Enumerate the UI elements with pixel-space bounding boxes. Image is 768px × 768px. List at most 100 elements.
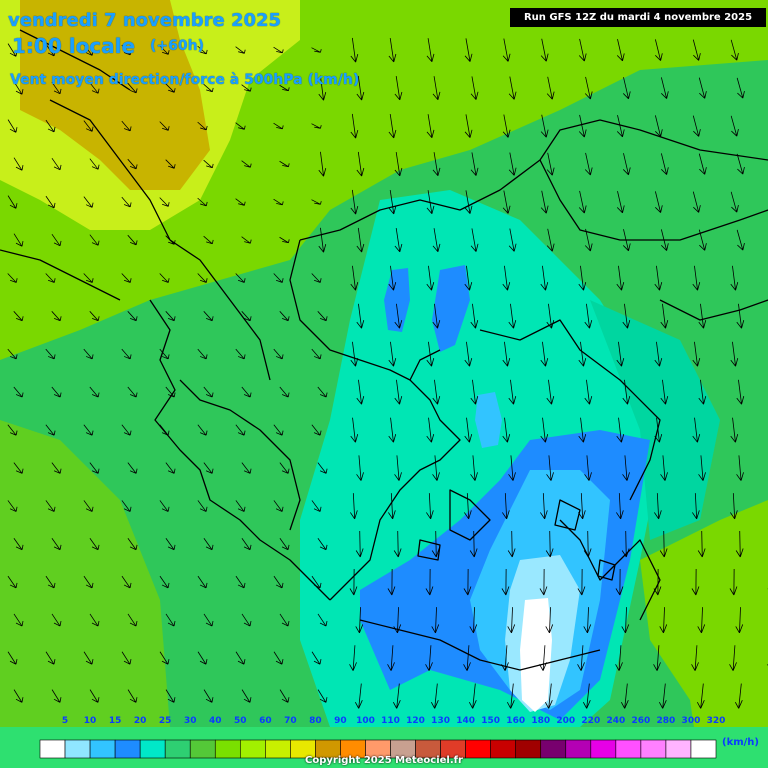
wind-arrow — [691, 569, 700, 596]
wind-arrow — [89, 234, 100, 246]
wind-arrow — [241, 160, 252, 168]
wind-arrow — [197, 500, 208, 512]
wind-arrow — [426, 190, 435, 215]
wind-arrow — [51, 613, 62, 627]
wind-arrow — [508, 228, 517, 252]
wind-arrow — [393, 607, 402, 634]
wind-arrow — [730, 493, 738, 520]
wind-arrow — [691, 645, 699, 671]
wind-arrow — [203, 538, 214, 551]
wind-arrow — [235, 348, 246, 360]
wind-arrow — [7, 348, 18, 360]
wind-arrow — [388, 113, 397, 139]
wind-arrow — [197, 348, 208, 360]
wind-arrow — [388, 417, 397, 443]
scale-tick-label: 90 — [334, 716, 347, 726]
wind-arrow — [502, 493, 510, 520]
wind-arrow — [470, 379, 479, 405]
wind-arrow — [616, 115, 625, 138]
wind-arrow — [350, 493, 358, 520]
wind-zone-light-green-south — [640, 500, 768, 768]
wind-arrow — [659, 607, 668, 634]
wind-arrow — [203, 83, 214, 93]
scale-tick-label: 130 — [431, 716, 450, 726]
wind-arrow — [83, 651, 94, 665]
wind-arrow — [620, 683, 629, 709]
wind-arrow — [127, 386, 138, 398]
wind-arrow — [698, 153, 707, 175]
wind-arrow — [159, 500, 170, 512]
wind-arrow — [45, 424, 56, 436]
wind-arrow — [578, 114, 587, 138]
wind-arrow — [470, 455, 478, 481]
wind-arrow — [394, 379, 403, 405]
wind-arrow — [235, 651, 246, 665]
wind-arrow — [578, 38, 587, 62]
wind-arrow — [545, 531, 554, 558]
wind-arrow — [736, 153, 745, 175]
wind-arrow — [127, 311, 138, 322]
wind-arrow — [735, 607, 744, 634]
wind-arrow — [7, 273, 18, 283]
wind-arrow — [127, 158, 138, 170]
wind-arrow — [584, 152, 593, 176]
wind-arrow — [13, 613, 24, 627]
wind-arrow — [13, 311, 24, 322]
wind-arrow — [350, 341, 359, 367]
wind-arrow — [127, 689, 138, 703]
wind-arrow — [349, 569, 358, 596]
wind-arrow — [350, 265, 359, 291]
wind-arrow — [432, 76, 441, 101]
wind-arrow — [577, 645, 585, 671]
wind-arrow — [698, 455, 706, 481]
scale-tick-label: 20 — [133, 716, 147, 726]
wind-arrow — [540, 493, 548, 520]
wind-arrow — [279, 160, 290, 168]
wind-arrow — [13, 81, 24, 95]
wind-arrow — [127, 82, 138, 94]
wind-arrow — [654, 341, 663, 367]
wind-arrow — [394, 76, 403, 101]
wind-arrow — [388, 37, 397, 63]
wind-arrow — [165, 689, 176, 703]
scale-tick-label: 30 — [183, 716, 197, 726]
wind-arrow — [540, 114, 549, 138]
wind-arrow — [660, 77, 669, 99]
wind-arrow — [698, 379, 707, 405]
wind-arrow — [578, 265, 587, 291]
wind-arrow — [45, 575, 56, 589]
wind-arrow — [622, 455, 630, 481]
wind-arrow — [692, 265, 701, 291]
wind-arrow — [698, 229, 707, 251]
wind-arrow — [539, 569, 548, 596]
wind-arrow — [659, 531, 668, 558]
forecast-lead-time: (+60h) — [150, 38, 204, 54]
wind-arrow — [387, 569, 396, 596]
wind-arrow — [622, 303, 631, 329]
wind-arrow — [508, 152, 517, 176]
wind-arrow — [89, 311, 100, 322]
wind-arrow — [546, 228, 555, 252]
wind-arrow — [431, 531, 440, 558]
wind-arrow — [356, 151, 365, 177]
wind-arrow — [165, 386, 176, 398]
wind-arrow — [273, 424, 284, 436]
wind-arrow — [654, 493, 662, 520]
wind-arrow — [432, 379, 441, 405]
wind-arrow — [235, 198, 246, 206]
wind-arrow — [546, 455, 554, 481]
wind-arrow — [730, 417, 739, 443]
wind-arrow — [279, 386, 290, 398]
wind-arrow — [311, 348, 322, 360]
wind-arrow — [658, 683, 667, 709]
wind-arrow — [83, 348, 94, 360]
wind-arrow — [197, 273, 208, 283]
wind-arrow — [121, 500, 132, 512]
wind-arrow — [45, 500, 56, 512]
wind-arrow — [730, 39, 739, 61]
scale-tick-label: 120 — [406, 716, 425, 726]
wind-arrow — [51, 538, 62, 551]
wind-arrow — [311, 575, 322, 589]
wind-arrow — [318, 227, 327, 253]
